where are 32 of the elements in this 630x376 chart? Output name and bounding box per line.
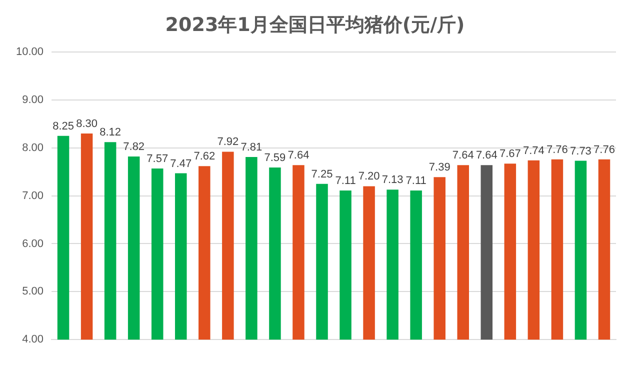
data-label: 7.81 xyxy=(240,142,262,154)
data-label: 7.74 xyxy=(522,144,544,157)
data-label: 8.25 xyxy=(52,120,74,132)
data-label: 7.76 xyxy=(546,144,568,156)
y-tick-label: 6.00 xyxy=(22,238,44,250)
y-tick-label: 5.00 xyxy=(22,286,44,298)
data-label: 7.47 xyxy=(170,158,192,170)
y-tick-label: 10.00 xyxy=(16,46,44,58)
data-label: 7.67 xyxy=(499,148,521,160)
data-label: 7.59 xyxy=(264,152,286,164)
data-label: 7.76 xyxy=(594,144,615,156)
data-label: 7.64 xyxy=(452,150,474,162)
data-label: 7.11 xyxy=(335,175,356,188)
y-tick-label: 9.00 xyxy=(22,94,44,106)
data-label: 7.92 xyxy=(217,136,239,148)
chart-title: 2023年1月全国日平均猪价(元/斤) xyxy=(164,13,466,38)
data-label: 7.73 xyxy=(570,145,592,158)
data-label: 7.64 xyxy=(476,150,498,162)
data-label: 7.11 xyxy=(406,175,426,188)
data-label: 7.57 xyxy=(146,153,168,166)
y-tick-label: 7.00 xyxy=(22,190,44,202)
y-tick-label: 4.00 xyxy=(22,334,44,346)
data-label: 7.39 xyxy=(428,162,450,174)
y-tick-label: 8.00 xyxy=(22,142,44,154)
data-label: 7.13 xyxy=(382,174,404,186)
data-label: 7.20 xyxy=(358,170,380,183)
data-label: 8.30 xyxy=(76,118,98,130)
data-label: 8.12 xyxy=(100,126,122,139)
data-label: 7.25 xyxy=(311,168,333,180)
data-label: 7.62 xyxy=(194,150,216,163)
data-label: 7.82 xyxy=(123,141,145,154)
data-label: 7.64 xyxy=(288,150,310,162)
